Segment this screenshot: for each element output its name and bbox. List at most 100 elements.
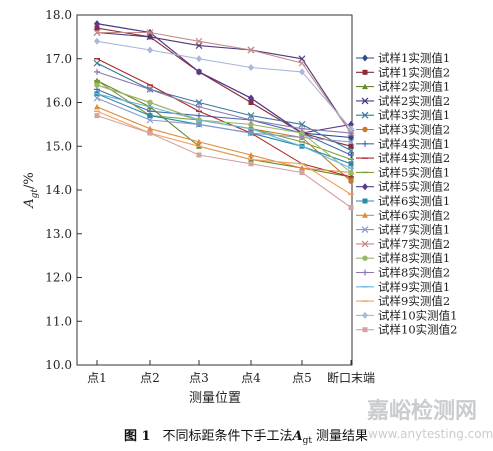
y-tick-label: 12.0 [45, 271, 72, 285]
legend-label: 试样10实测值2 [378, 323, 457, 337]
y-axis-title: Agt/% [22, 172, 40, 209]
data-point [248, 64, 254, 71]
x-tick-label: 断口末端 [327, 370, 375, 385]
watermark-en: www.anytesting.com [368, 427, 493, 441]
legend-label: 试样5实测值1 [378, 165, 450, 179]
legend-label: 试样8实测值1 [378, 251, 450, 265]
legend-label: 试样1实测值2 [378, 65, 450, 79]
caption-suffix: 测量结果 [316, 429, 368, 444]
caption-symbol-sub: gt [303, 436, 313, 446]
legend-item: 试样1实测值2 [356, 65, 450, 79]
data-point [348, 152, 354, 158]
x-tick-label: 点1 [87, 371, 107, 385]
series-layer [93, 20, 355, 210]
data-point [146, 116, 154, 124]
plot-area [76, 14, 353, 366]
data-point [248, 152, 254, 158]
data-point [362, 212, 368, 218]
series-line [96, 40, 352, 130]
data-point [196, 68, 202, 76]
legend-label: 试样6实测值1 [378, 194, 450, 208]
data-point [94, 20, 100, 28]
data-point [361, 97, 369, 105]
data-point [299, 125, 305, 132]
series-line [96, 97, 352, 143]
data-point [298, 120, 306, 128]
data-point [195, 120, 203, 128]
legend-label: 试样10实测值1 [378, 308, 457, 322]
data-point [94, 25, 100, 31]
legend-item: 试样9实测值2 [356, 294, 450, 308]
series-line [96, 27, 352, 147]
data-point [348, 143, 354, 149]
data-point [347, 147, 355, 155]
y-tick-label: 16.0 [45, 96, 72, 110]
x-tick-label: 点3 [189, 371, 209, 385]
data-point [299, 130, 305, 136]
y-axis-symbol: A [22, 198, 37, 208]
legend-item: 试样6实测值2 [356, 208, 450, 222]
data-point [147, 125, 153, 132]
data-point [299, 68, 305, 76]
data-point [195, 37, 203, 45]
legend-label: 试样1实测值1 [378, 51, 450, 65]
data-point [248, 94, 254, 102]
series-line [96, 71, 352, 134]
caption-text: 不同标距条件下手工法 [163, 428, 293, 444]
legend-label: 试样8实测值2 [378, 266, 450, 280]
legend-label: 试样2实测值1 [378, 80, 450, 94]
data-point [147, 130, 153, 136]
data-point [348, 205, 354, 210]
data-point [348, 125, 354, 133]
data-point [147, 46, 153, 54]
data-point [247, 129, 255, 137]
data-point [248, 121, 254, 128]
x-axis-title: 测量位置 [189, 391, 241, 406]
data-point [362, 83, 368, 90]
data-point [362, 126, 368, 133]
data-point [196, 152, 202, 158]
legend-item: 试样2实测值2 [356, 94, 450, 108]
data-point [94, 103, 100, 110]
data-point [93, 29, 101, 36]
x-tick-label: 点4 [241, 371, 261, 385]
y-axis-subscript: gt [30, 189, 40, 199]
data-point [248, 100, 254, 105]
x-tick-label: 点2 [140, 371, 160, 385]
data-point [93, 59, 101, 67]
series-5 [93, 59, 355, 155]
legend-item: 试样4实测值1 [356, 137, 450, 151]
svg-text:Agt/%: Agt/% [22, 172, 40, 209]
data-point [94, 113, 100, 119]
data-point [299, 170, 305, 175]
legend: 试样1实测值1试样1实测值2试样2实测值1试样2实测值2试样3实测值1试样3实测… [356, 51, 457, 337]
legend-item: 试样6实测值1 [356, 194, 450, 208]
data-point [146, 29, 154, 36]
legend-item: 试样8实测值1 [356, 251, 450, 265]
series-17 [94, 93, 354, 169]
legend-label: 试样3实测值1 [378, 108, 450, 122]
legend-item: 试样10实测值2 [356, 323, 457, 337]
series-line [96, 31, 352, 134]
data-point [298, 59, 306, 67]
series-line [96, 88, 352, 156]
y-axis: 10.0 11.0 12.0 13.0 14.0 15.0 16.0 17.0 18.0 [45, 8, 82, 372]
series-13 [93, 94, 355, 146]
data-point [348, 161, 354, 167]
watermark-cn: 嘉峪检测网 [367, 398, 477, 424]
data-point [347, 138, 355, 146]
series-9 [94, 79, 354, 161]
series-line [96, 93, 352, 169]
legend-label: 试样7实测值1 [378, 223, 450, 237]
series-line [97, 31, 352, 134]
legend-item: 试样7实测值1 [356, 223, 450, 237]
legend-item: 试样8实测值2 [356, 266, 450, 280]
data-point [147, 86, 153, 93]
data-point [147, 99, 153, 106]
series-line [96, 115, 352, 208]
legend-item: 试样5实测值2 [356, 180, 450, 194]
legend-label: 试样9实测值2 [378, 294, 450, 308]
legend-label: 试样2实测值2 [378, 94, 450, 108]
legend-item: 试样5实测值1 [356, 165, 450, 179]
